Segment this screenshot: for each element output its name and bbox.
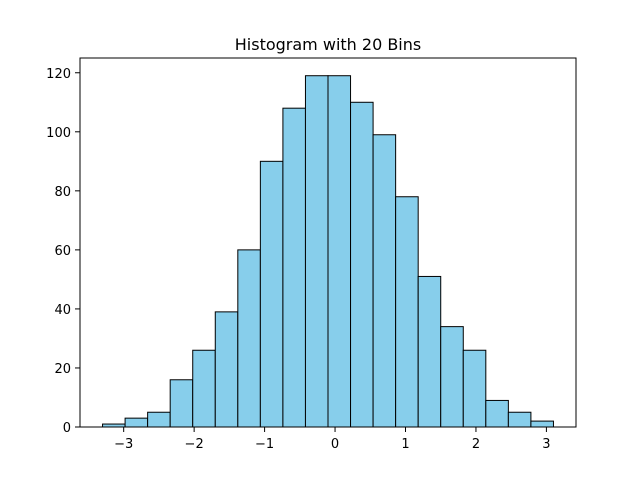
histogram-bar <box>192 349 216 428</box>
y-tick-label: 120 <box>46 67 71 82</box>
histogram-bar <box>417 275 442 428</box>
histogram-bar <box>372 134 397 428</box>
histogram-bar <box>530 420 554 428</box>
y-tick-label: 0 <box>63 421 71 436</box>
histogram-bar <box>485 399 509 428</box>
x-tick-label: 1 <box>401 437 409 452</box>
y-tick-label: 60 <box>54 244 71 259</box>
histogram-bar <box>440 326 464 428</box>
histogram-bar <box>327 75 352 428</box>
histogram-bar <box>507 411 532 428</box>
histogram-bar <box>259 160 284 428</box>
bars-group <box>102 75 554 428</box>
x-tick-label: −1 <box>255 437 274 452</box>
histogram-bar <box>395 196 419 428</box>
plot-frame <box>79 57 577 428</box>
x-tick-label: −2 <box>185 437 204 452</box>
histogram-bar <box>147 411 171 428</box>
histogram-bar <box>462 349 487 428</box>
x-tick-label: 3 <box>542 437 550 452</box>
histogram-bar <box>304 75 329 428</box>
x-tick-label: 2 <box>472 437 480 452</box>
y-tick-label: 80 <box>54 185 71 200</box>
histogram-bar <box>237 249 261 428</box>
chart-title: Histogram with 20 Bins <box>235 35 421 54</box>
x-tick-label: 0 <box>331 437 339 452</box>
y-axis: 0 20 40 60 80 100 120 <box>46 67 80 436</box>
histogram-bar <box>124 417 149 428</box>
y-tick-label: 100 <box>46 126 71 141</box>
histogram-bar <box>282 107 306 428</box>
histogram-bar <box>214 311 239 428</box>
histogram-bar <box>350 101 374 428</box>
y-tick-label: 20 <box>54 362 71 377</box>
y-tick-label: 40 <box>54 303 71 318</box>
x-tick-label: −3 <box>114 437 133 452</box>
histogram-bar <box>169 379 194 428</box>
x-axis: −3 −2 −1 0 1 2 3 <box>114 427 551 452</box>
